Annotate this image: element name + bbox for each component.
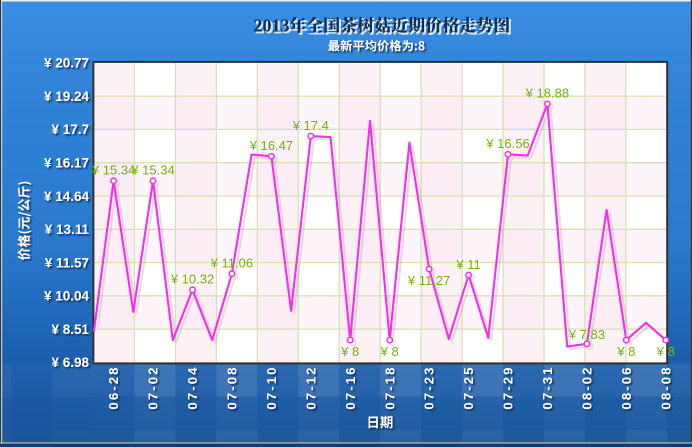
- svg-text:¥ 13.11: ¥ 13.11: [45, 222, 90, 237]
- svg-text:06-28: 06-28: [106, 365, 121, 409]
- svg-text:¥ 17.7: ¥ 17.7: [51, 122, 89, 137]
- svg-text:¥ 8: ¥ 8: [340, 344, 359, 359]
- svg-text:¥ 17.4: ¥ 17.4: [292, 118, 329, 133]
- svg-text:¥ 10.32: ¥ 10.32: [170, 272, 214, 287]
- svg-text:¥ 15.34: ¥ 15.34: [91, 163, 135, 178]
- svg-text:¥ 8.51: ¥ 8.51: [51, 322, 89, 337]
- svg-text:¥ 15.34: ¥ 15.34: [130, 163, 174, 178]
- svg-text:07-29: 07-29: [501, 365, 516, 409]
- svg-text:07-23: 07-23: [422, 365, 437, 409]
- svg-text:08-02: 08-02: [580, 365, 595, 409]
- svg-text:08-06: 08-06: [619, 365, 634, 409]
- svg-text:¥ 11.27: ¥ 11.27: [407, 273, 450, 288]
- svg-text:¥ 7.83: ¥ 7.83: [568, 327, 605, 342]
- svg-text:¥ 8: ¥ 8: [616, 344, 635, 359]
- svg-text:¥ 8: ¥ 8: [656, 344, 675, 359]
- svg-text:07-10: 07-10: [264, 365, 279, 409]
- svg-text:¥ 11.57: ¥ 11.57: [45, 255, 89, 270]
- svg-text:07-16: 07-16: [343, 365, 358, 409]
- svg-text:07-18: 07-18: [382, 365, 397, 409]
- svg-text:07-31: 07-31: [540, 365, 555, 409]
- svg-text:07-12: 07-12: [303, 365, 318, 409]
- svg-text:¥ 10.04: ¥ 10.04: [44, 289, 90, 304]
- svg-text:¥ 16.17: ¥ 16.17: [44, 156, 89, 171]
- svg-text:¥ 11: ¥ 11: [455, 257, 480, 272]
- svg-text:¥ 14.64: ¥ 14.64: [44, 189, 90, 204]
- svg-text:¥ 8: ¥ 8: [380, 344, 399, 359]
- svg-text:2013: 2013: [254, 15, 290, 35]
- svg-text:¥ 19.24: ¥ 19.24: [44, 89, 90, 104]
- svg-text:¥ 11.06: ¥ 11.06: [210, 256, 253, 271]
- svg-text:07-02: 07-02: [146, 365, 161, 409]
- svg-text:¥ 16.56: ¥ 16.56: [485, 136, 529, 151]
- svg-text:¥ 6.98: ¥ 6.98: [51, 355, 89, 370]
- svg-text:07-25: 07-25: [461, 365, 476, 409]
- svg-text:07-08: 07-08: [225, 365, 240, 409]
- svg-text:¥ 16.47: ¥ 16.47: [249, 138, 293, 153]
- svg-text:¥ 20.77: ¥ 20.77: [44, 56, 89, 71]
- svg-text:¥ 18.88: ¥ 18.88: [525, 86, 569, 101]
- svg-text:08-08: 08-08: [658, 365, 673, 409]
- svg-text:07-04: 07-04: [185, 365, 200, 409]
- svg-text:2013: 2013: [255, 17, 291, 37]
